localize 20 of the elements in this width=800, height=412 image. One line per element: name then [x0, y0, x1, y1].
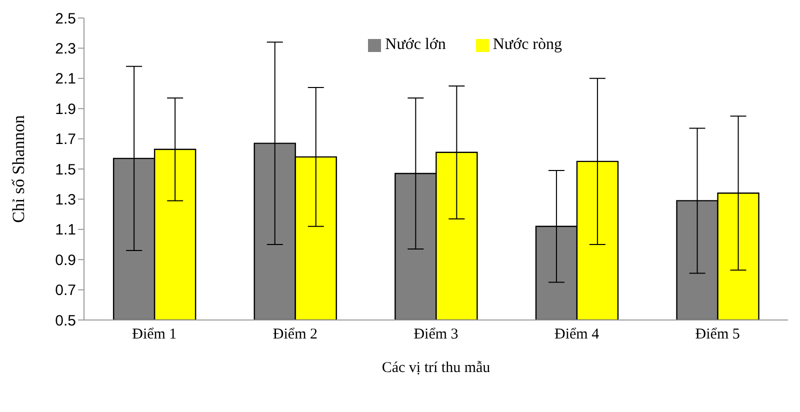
- x-tick-label: Điểm 2: [272, 326, 318, 343]
- x-tick-label: Điểm 1: [132, 326, 177, 343]
- x-tick-label: Điểm 4: [554, 326, 600, 343]
- y-tick-label: 2.5: [55, 10, 76, 28]
- y-tick-label: 2.1: [55, 70, 76, 88]
- y-tick-label: 1.7: [55, 131, 76, 148]
- x-tick-label: Điểm 5: [695, 326, 740, 343]
- y-tick-label: 0.9: [55, 252, 76, 269]
- y-tick-label: 1.3: [55, 192, 76, 209]
- legend-label: Nước ròng: [492, 36, 562, 53]
- y-axis-title: Chỉ số Shannon: [9, 114, 28, 223]
- x-axis-title: Các vị trí thu mẫu: [382, 360, 491, 376]
- y-tick-label: 1.9: [55, 100, 76, 118]
- y-tick-label: 0.5: [55, 312, 76, 330]
- y-tick-label: 1.5: [55, 161, 76, 178]
- y-tick-label: 1.1: [55, 222, 76, 239]
- y-tick-label: 2.3: [55, 40, 76, 58]
- y-tick-label: 0.7: [55, 282, 76, 300]
- legend-label: Nước lớn: [385, 36, 446, 53]
- x-tick-label: Điểm 3: [414, 326, 458, 343]
